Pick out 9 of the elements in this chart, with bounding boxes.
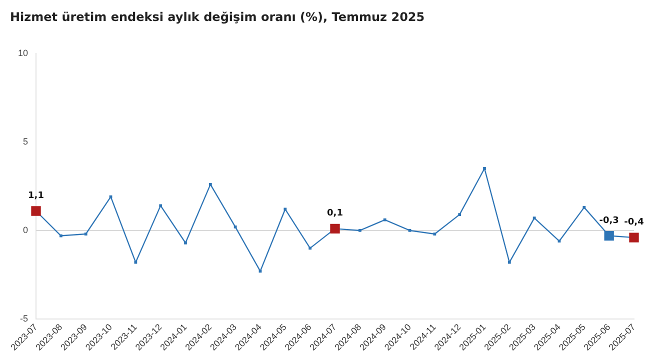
y-tick-label: -5: [20, 313, 28, 324]
y-tick-label: 5: [22, 136, 28, 146]
data-label: 0,1: [327, 208, 343, 219]
data-label: 1,1: [28, 190, 44, 201]
y-tick-label: 10: [18, 48, 28, 58]
y-tick-label: 0: [22, 224, 28, 235]
data-label: -0,3: [599, 216, 619, 226]
data-label: -0,4: [624, 218, 644, 228]
chart-title: Hizmet üretim endeksi aylık değişim oranı (%), Temmuz 2025: [10, 10, 425, 24]
